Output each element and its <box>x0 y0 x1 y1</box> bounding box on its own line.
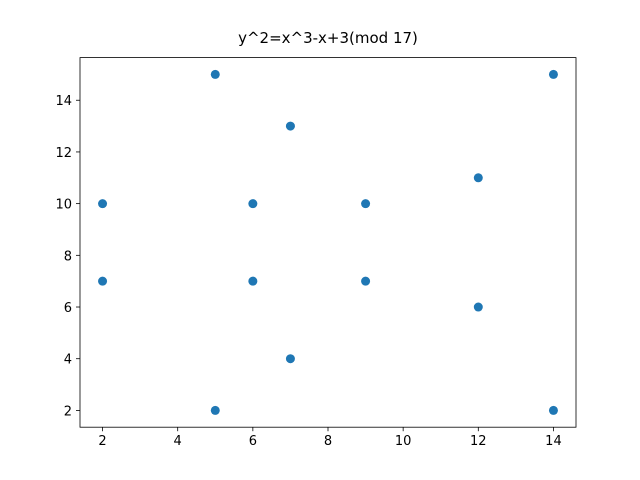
y-tick-label: 6 <box>64 301 72 316</box>
x-tick-label: 14 <box>545 434 562 449</box>
point <box>248 199 258 209</box>
y-tick-label: 10 <box>55 198 72 213</box>
x-tick-label: 12 <box>470 434 487 449</box>
plot-frame <box>79 57 577 428</box>
point <box>98 276 108 286</box>
y-tick-label: 4 <box>64 353 72 368</box>
point <box>473 173 483 183</box>
point <box>473 302 483 312</box>
point <box>548 405 558 415</box>
x-tick-label: 6 <box>249 434 257 449</box>
point <box>548 69 558 79</box>
point <box>248 276 258 286</box>
x-tick-label: 4 <box>174 434 182 449</box>
point <box>361 199 371 209</box>
x-tick-label: 8 <box>324 434 332 449</box>
point <box>210 69 220 79</box>
chart-title: y^2=x^3-x+3(mod 17) <box>238 29 418 47</box>
x-tick-label: 2 <box>98 434 106 449</box>
point <box>285 354 295 364</box>
point <box>361 276 371 286</box>
y-tick-label: 14 <box>55 94 72 109</box>
point <box>210 405 220 415</box>
point <box>98 199 108 209</box>
y-tick-label: 12 <box>55 146 72 161</box>
y-tick-label: 8 <box>64 249 72 264</box>
x-tick-label: 10 <box>395 434 412 449</box>
y-tick-label: 2 <box>64 404 72 419</box>
point <box>285 121 295 131</box>
